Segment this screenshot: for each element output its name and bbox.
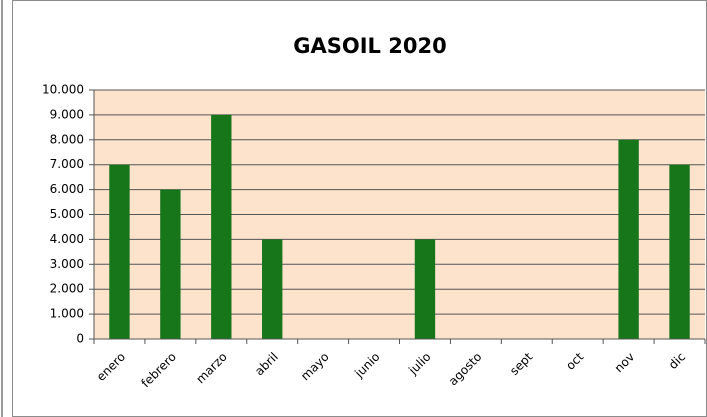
bar	[211, 114, 232, 340]
bar	[109, 164, 130, 339]
y-tick-label: 3.000	[50, 257, 84, 271]
bar	[414, 239, 436, 339]
y-tick-label: 0	[76, 332, 84, 346]
bar	[160, 189, 181, 339]
y-tick-label: 4.000	[50, 232, 84, 246]
y-tick-label: 9.000	[50, 107, 84, 121]
y-tick-label: 10.000	[42, 83, 84, 97]
bar	[618, 139, 639, 339]
y-tick-label: 2.000	[50, 282, 84, 296]
y-tick-label: 6.000	[50, 182, 84, 196]
y-tick-label: 5.000	[50, 207, 84, 221]
chart-title: GASOIL 2020	[293, 34, 446, 58]
y-tick-label: 7.000	[50, 157, 84, 171]
bar	[669, 164, 690, 339]
y-tick-label: 8.000	[50, 132, 84, 146]
y-tick-label: 1.000	[50, 307, 84, 321]
bar	[262, 239, 283, 339]
